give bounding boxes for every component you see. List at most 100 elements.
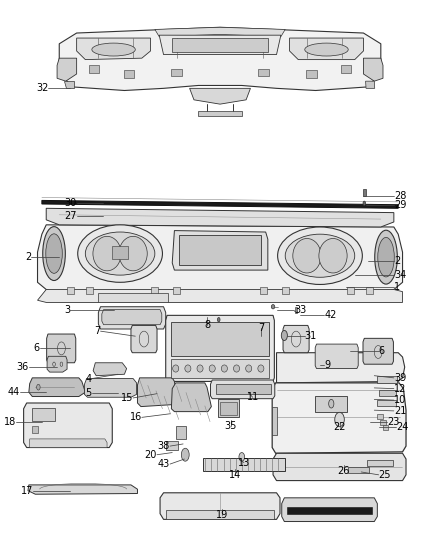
Ellipse shape bbox=[197, 365, 203, 372]
Polygon shape bbox=[59, 27, 381, 91]
Polygon shape bbox=[38, 289, 403, 302]
Polygon shape bbox=[42, 200, 398, 208]
Ellipse shape bbox=[217, 318, 220, 322]
Ellipse shape bbox=[46, 234, 62, 273]
Bar bbox=[86, 287, 93, 294]
Polygon shape bbox=[155, 27, 285, 37]
Text: 13: 13 bbox=[238, 458, 250, 467]
Ellipse shape bbox=[173, 365, 179, 372]
Polygon shape bbox=[363, 338, 393, 364]
Polygon shape bbox=[159, 35, 281, 54]
Text: 39: 39 bbox=[394, 373, 406, 383]
Ellipse shape bbox=[319, 238, 347, 273]
Ellipse shape bbox=[233, 365, 240, 372]
Text: 21: 21 bbox=[394, 406, 406, 416]
Ellipse shape bbox=[209, 365, 215, 372]
Polygon shape bbox=[272, 383, 406, 453]
Text: 20: 20 bbox=[145, 450, 157, 460]
Ellipse shape bbox=[281, 330, 287, 341]
Bar bbox=[67, 287, 74, 294]
Bar bbox=[89, 66, 99, 72]
Text: 27: 27 bbox=[64, 211, 77, 221]
Text: 2: 2 bbox=[25, 252, 31, 262]
Bar bbox=[260, 287, 267, 294]
Polygon shape bbox=[85, 378, 137, 397]
Text: 31: 31 bbox=[305, 331, 317, 341]
Text: 2: 2 bbox=[394, 256, 400, 266]
Bar bbox=[220, 402, 237, 415]
Bar bbox=[171, 69, 182, 76]
Text: 30: 30 bbox=[64, 198, 77, 208]
Text: 32: 32 bbox=[36, 83, 48, 93]
Bar bbox=[378, 376, 397, 383]
Text: 9: 9 bbox=[324, 360, 330, 370]
Ellipse shape bbox=[328, 399, 334, 408]
Bar bbox=[348, 467, 369, 473]
Bar bbox=[367, 460, 393, 466]
Bar bbox=[32, 408, 55, 421]
Text: 5: 5 bbox=[85, 388, 92, 398]
Bar bbox=[287, 507, 372, 514]
Text: 11: 11 bbox=[247, 392, 259, 402]
Bar bbox=[173, 287, 180, 294]
Bar bbox=[32, 426, 38, 433]
Polygon shape bbox=[57, 58, 77, 81]
Ellipse shape bbox=[92, 43, 135, 56]
Text: 38: 38 bbox=[158, 441, 170, 451]
Text: 1: 1 bbox=[394, 281, 400, 292]
Text: 18: 18 bbox=[4, 417, 16, 427]
Text: 4: 4 bbox=[86, 374, 92, 384]
Text: 19: 19 bbox=[216, 510, 228, 520]
Text: 35: 35 bbox=[225, 421, 237, 431]
Ellipse shape bbox=[239, 453, 244, 461]
Bar bbox=[380, 419, 385, 425]
Polygon shape bbox=[160, 493, 280, 519]
Polygon shape bbox=[29, 378, 85, 397]
Bar bbox=[218, 399, 239, 417]
Text: 16: 16 bbox=[130, 413, 142, 422]
Bar bbox=[315, 396, 347, 411]
Bar bbox=[306, 70, 317, 78]
Bar bbox=[378, 400, 396, 406]
Bar bbox=[282, 287, 289, 294]
Bar bbox=[272, 407, 277, 435]
Text: 42: 42 bbox=[324, 310, 337, 320]
Ellipse shape bbox=[271, 304, 275, 309]
Polygon shape bbox=[273, 453, 406, 481]
Ellipse shape bbox=[93, 236, 121, 271]
Ellipse shape bbox=[305, 43, 348, 56]
Bar bbox=[124, 70, 134, 78]
Polygon shape bbox=[47, 334, 76, 363]
Ellipse shape bbox=[378, 237, 394, 277]
Text: 7: 7 bbox=[258, 322, 265, 333]
Bar bbox=[171, 322, 268, 356]
Polygon shape bbox=[28, 485, 138, 494]
Ellipse shape bbox=[221, 365, 227, 372]
Bar bbox=[347, 287, 354, 294]
Ellipse shape bbox=[285, 234, 355, 277]
Text: 22: 22 bbox=[333, 423, 346, 432]
Bar bbox=[295, 308, 297, 313]
Polygon shape bbox=[211, 380, 275, 399]
Polygon shape bbox=[290, 38, 364, 60]
Polygon shape bbox=[64, 81, 74, 88]
Text: 23: 23 bbox=[387, 417, 400, 427]
Polygon shape bbox=[315, 344, 358, 368]
Bar bbox=[378, 414, 383, 419]
Text: 3: 3 bbox=[64, 304, 70, 314]
Ellipse shape bbox=[258, 365, 264, 372]
Bar bbox=[203, 458, 285, 471]
Ellipse shape bbox=[246, 365, 252, 372]
Polygon shape bbox=[172, 231, 268, 270]
Bar bbox=[152, 287, 158, 294]
Bar bbox=[166, 441, 178, 450]
Text: 14: 14 bbox=[229, 470, 241, 480]
Polygon shape bbox=[99, 293, 168, 302]
Bar bbox=[215, 384, 271, 394]
Text: 6: 6 bbox=[34, 343, 40, 353]
Polygon shape bbox=[366, 81, 375, 88]
Ellipse shape bbox=[278, 227, 362, 285]
Text: 29: 29 bbox=[394, 200, 406, 209]
Text: 6: 6 bbox=[378, 345, 385, 356]
Polygon shape bbox=[99, 306, 166, 329]
